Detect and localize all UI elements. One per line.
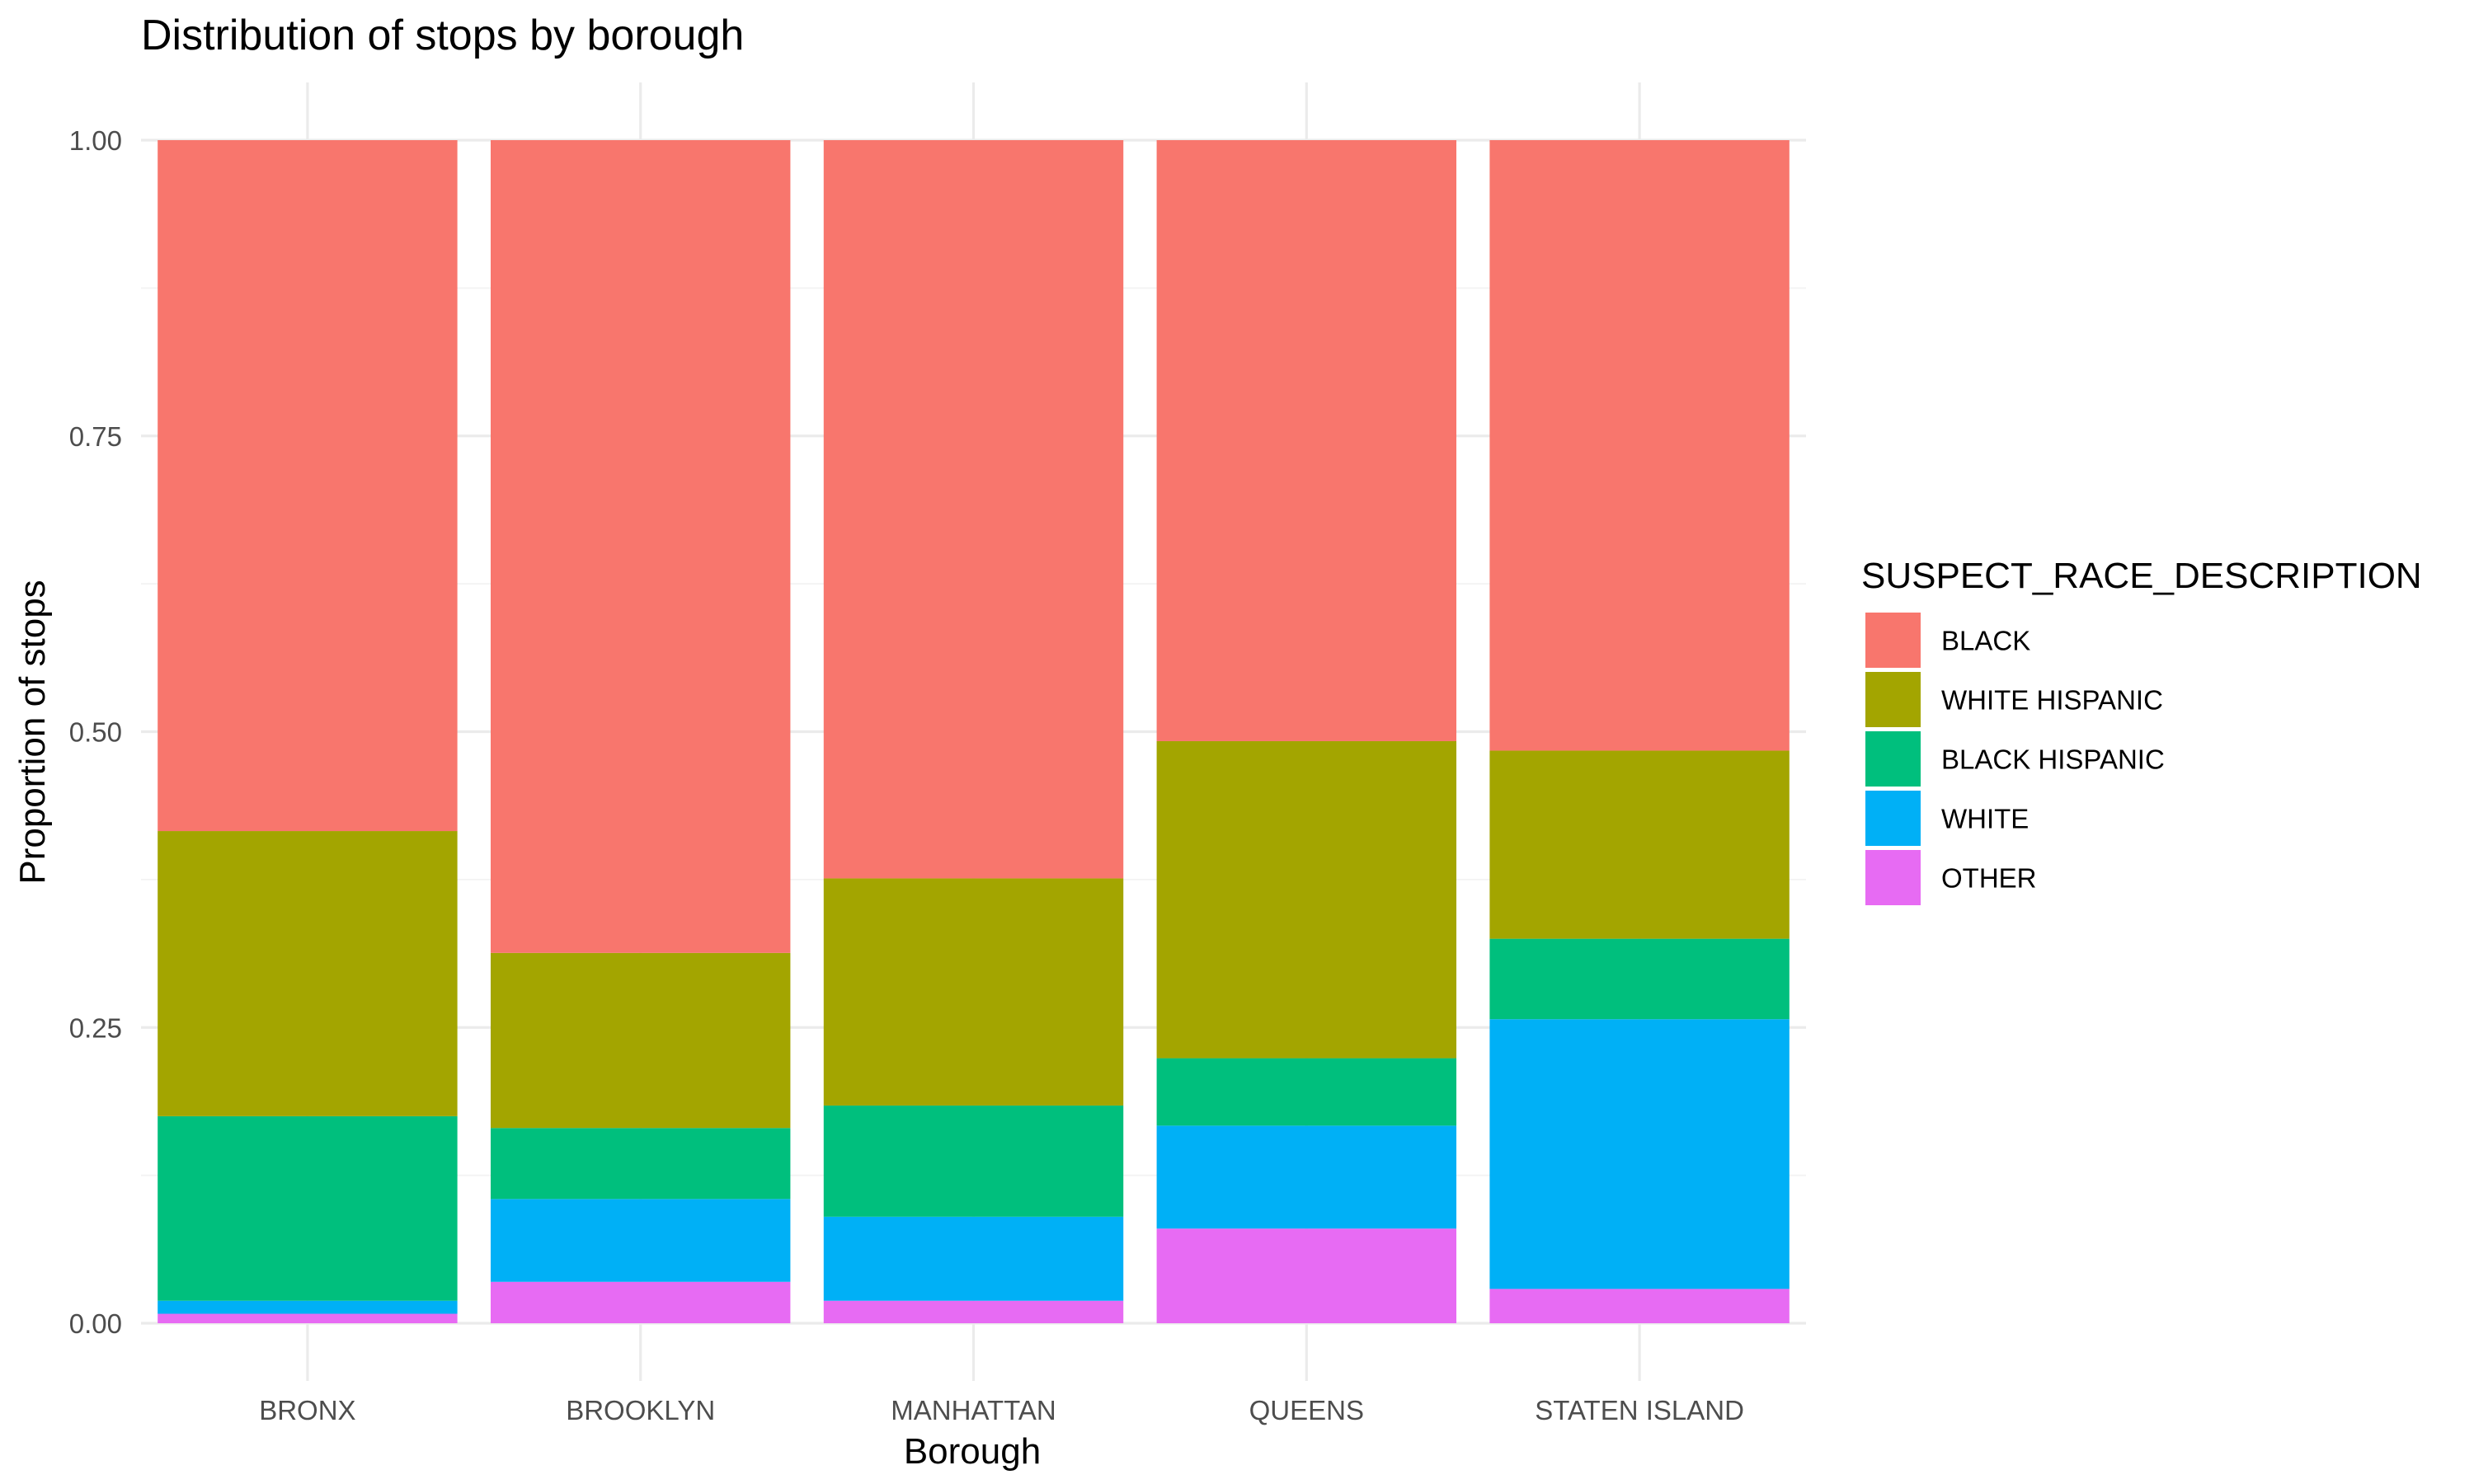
y-tick-label: 0.00 xyxy=(69,1308,122,1339)
bar-staten-island-black-hispanic xyxy=(1489,938,1790,1020)
legend-label-other: OTHER xyxy=(1941,863,2037,894)
bar-bronx-white xyxy=(158,1300,458,1314)
bar-staten-island-white xyxy=(1489,1019,1790,1289)
bar-bronx-white-hispanic xyxy=(158,831,458,1116)
bar-staten-island-other xyxy=(1489,1289,1790,1323)
legend-key-white xyxy=(1865,791,1921,846)
x-tick-label: BRONX xyxy=(259,1395,355,1425)
bar-queens-black xyxy=(1156,140,1457,741)
bar-brooklyn-other xyxy=(490,1281,791,1323)
y-tick-label: 0.25 xyxy=(69,1012,122,1043)
bar-brooklyn-white-hispanic xyxy=(490,952,791,1129)
y-axis-ticks: 0.00 0.25 0.50 0.75 1.00 xyxy=(69,125,122,1339)
x-tick-label: MANHATTAN xyxy=(891,1395,1056,1425)
y-tick-label: 0.50 xyxy=(69,717,122,748)
legend-title: SUSPECT_RACE_DESCRIPTION xyxy=(1861,556,2422,596)
x-axis-label: Borough xyxy=(904,1431,1041,1472)
legend-label-black: BLACK xyxy=(1941,626,2030,656)
legend: SUSPECT_RACE_DESCRIPTION BLACK WHITE HISP… xyxy=(1861,556,2422,905)
bar-queens-white xyxy=(1156,1125,1457,1229)
bar-queens-other xyxy=(1156,1228,1457,1323)
bar-manhattan-white xyxy=(823,1216,1124,1301)
legend-label-white: WHITE xyxy=(1941,804,2029,834)
legend-label-white-hispanic: WHITE HISPANIC xyxy=(1941,685,2163,716)
bar-brooklyn-black-hispanic xyxy=(490,1128,791,1200)
legend-key-white-hispanic xyxy=(1865,672,1921,727)
bar-brooklyn-black xyxy=(490,140,791,953)
bar-manhattan-black-hispanic xyxy=(823,1105,1124,1217)
bar-bronx-other xyxy=(158,1313,458,1323)
bar-bronx-black-hispanic xyxy=(158,1115,458,1301)
bar-brooklyn-white xyxy=(490,1199,791,1282)
bar-manhattan-white-hispanic xyxy=(823,878,1124,1106)
bar-staten-island-white-hispanic xyxy=(1489,750,1790,939)
y-axis-label: Proportion of stops xyxy=(12,580,53,884)
x-axis-ticks: BRONX BROOKLYN MANHATTAN QUEENS STATEN ISLAN… xyxy=(259,1395,1744,1425)
bars xyxy=(158,140,1790,1323)
chart-title: Distribution of stops by borough xyxy=(141,12,744,59)
x-tick-label: QUEENS xyxy=(1249,1395,1364,1425)
x-tick-label: BROOKLYN xyxy=(566,1395,715,1425)
x-tick-label: STATEN ISLAND xyxy=(1535,1395,1744,1425)
bar-queens-black-hispanic xyxy=(1156,1058,1457,1126)
legend-key-black xyxy=(1865,613,1921,668)
bar-staten-island-black xyxy=(1489,140,1790,751)
bar-manhattan-other xyxy=(823,1300,1124,1323)
legend-label-black-hispanic: BLACK HISPANIC xyxy=(1941,744,2165,775)
y-tick-label: 1.00 xyxy=(69,125,122,156)
bar-manhattan-black xyxy=(823,140,1124,879)
legend-key-black-hispanic xyxy=(1865,731,1921,787)
bar-bronx-black xyxy=(158,140,458,832)
y-tick-label: 0.75 xyxy=(69,421,122,452)
bar-queens-white-hispanic xyxy=(1156,740,1457,1059)
legend-key-other xyxy=(1865,850,1921,905)
